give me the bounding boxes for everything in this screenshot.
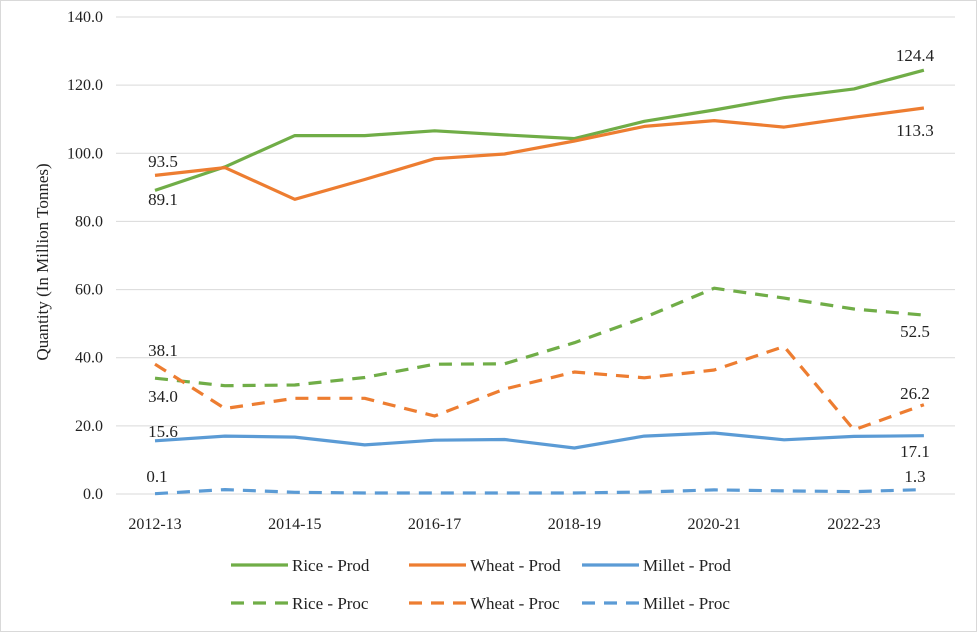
data-label: 34.0 bbox=[148, 387, 178, 406]
series-line-wheat-proc bbox=[154, 344, 925, 432]
x-tick-label: 2016-17 bbox=[408, 516, 461, 533]
legend-label: Wheat - Prod bbox=[470, 556, 561, 575]
data-label: 15.6 bbox=[148, 422, 178, 441]
legend: Rice - Prod Wheat - Prod Millet - Prod Rice… bbox=[231, 556, 731, 613]
x-tick-label: 2014-15 bbox=[268, 516, 321, 533]
series-line-rice-proc bbox=[154, 286, 925, 388]
legend-label: Millet - Proc bbox=[643, 594, 730, 613]
data-label: 26.2 bbox=[900, 384, 930, 403]
x-tick-label: 2012-13 bbox=[128, 516, 181, 533]
data-labels: 124.4 113.3 93.5 89.1 38.1 34.0 52.5 26.2 15.6 17… bbox=[146, 46, 934, 486]
series-line-rice-prod bbox=[154, 68, 925, 192]
y-tick-label: 60.0 bbox=[75, 282, 103, 299]
y-tick-label: 120.0 bbox=[67, 77, 103, 94]
data-label: 0.1 bbox=[146, 467, 167, 486]
x-tick-label: 2020-21 bbox=[688, 516, 741, 533]
series-line-millet-proc bbox=[154, 488, 924, 496]
series-lines bbox=[154, 68, 925, 496]
data-label: 93.5 bbox=[148, 152, 178, 171]
y-tick-label: 80.0 bbox=[75, 213, 103, 230]
y-tick-label: 0.0 bbox=[83, 486, 103, 503]
y-tick-label: 100.0 bbox=[67, 145, 103, 162]
data-label: 17.1 bbox=[900, 442, 930, 461]
y-axis-label: Quantity (In Million Tonnes) bbox=[33, 163, 52, 360]
legend-label: Rice - Prod bbox=[292, 556, 370, 575]
data-label: 1.3 bbox=[904, 467, 925, 486]
data-label: 89.1 bbox=[148, 190, 178, 209]
y-tick-label: 140.0 bbox=[67, 9, 103, 26]
gridlines bbox=[116, 16, 955, 495]
x-axis-tick-labels: 2012-13 2014-15 2016-17 2018-19 2020-21 2022-… bbox=[128, 516, 880, 533]
data-label: 38.1 bbox=[148, 341, 178, 360]
data-label: 124.4 bbox=[896, 46, 935, 65]
x-tick-label: 2018-19 bbox=[548, 516, 601, 533]
legend-label: Rice - Proc bbox=[292, 594, 369, 613]
series-line-wheat-prod bbox=[154, 106, 925, 201]
legend-label: Wheat - Proc bbox=[470, 594, 560, 613]
data-label: 52.5 bbox=[900, 322, 930, 341]
x-tick-label: 2022-23 bbox=[827, 516, 880, 533]
y-tick-label: 20.0 bbox=[75, 418, 103, 435]
legend-label: Millet - Prod bbox=[643, 556, 731, 575]
series-line-millet-prod bbox=[154, 431, 924, 450]
y-tick-label: 40.0 bbox=[75, 350, 103, 367]
data-label: 113.3 bbox=[896, 121, 934, 140]
y-axis-tick-labels: 0.0 20.0 40.0 60.0 80.0 100.0 120.0 140.0 bbox=[67, 9, 103, 503]
